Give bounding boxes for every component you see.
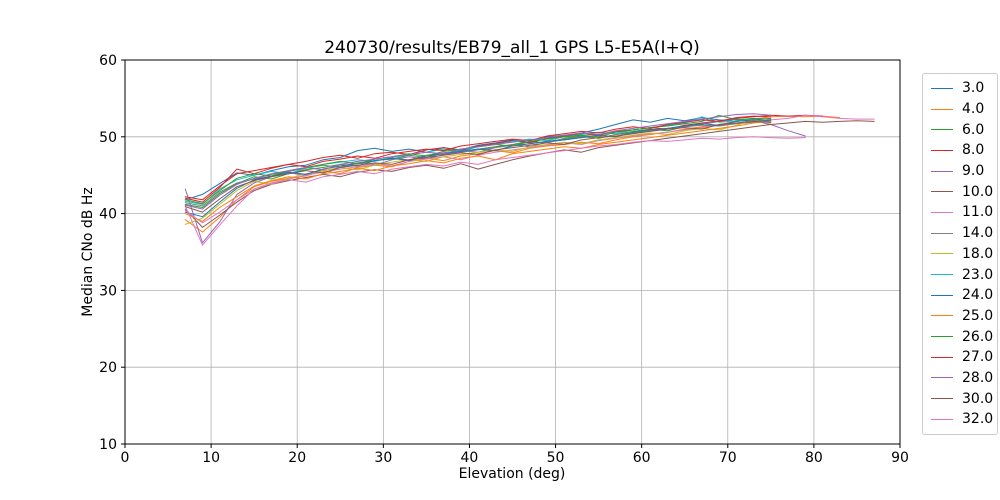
legend-item: 25.0 xyxy=(931,306,993,327)
x-tick-label: 30 xyxy=(374,450,392,466)
series-line-27.0 xyxy=(184,115,772,201)
legend-item-label: 23.0 xyxy=(962,266,994,283)
legend-item: 6.0 xyxy=(931,119,989,140)
x-tick-label: 80 xyxy=(805,450,823,466)
legend-item-label: 24.0 xyxy=(962,287,994,304)
series-line-3.0 xyxy=(184,117,772,201)
y-tick-label: 40 xyxy=(99,207,117,223)
y-tick-label: 60 xyxy=(99,53,117,69)
legend-item-label: 30.0 xyxy=(962,390,994,407)
legend-line-swatch xyxy=(931,211,953,213)
legend-item: 30.0 xyxy=(931,388,993,409)
series-line-24.0 xyxy=(184,119,772,218)
x-tick-label: 40 xyxy=(461,450,479,466)
y-tick-label: 30 xyxy=(99,283,117,299)
x-axis-label: Elevation (deg) xyxy=(458,466,566,482)
legend-line-swatch xyxy=(931,253,953,255)
series-line-18.0 xyxy=(184,119,772,225)
x-tick-label: 0 xyxy=(121,450,130,466)
series-line-26.0 xyxy=(184,114,772,205)
legend-item: 9.0 xyxy=(931,161,989,182)
y-axis-label: Median CNo dB Hz xyxy=(80,187,96,317)
series-line-6.0 xyxy=(184,118,772,208)
x-tick-label: 60 xyxy=(633,450,651,466)
legend-line-swatch xyxy=(931,315,953,317)
legend-line-swatch xyxy=(931,418,953,420)
legend-item-label: 3.0 xyxy=(962,80,985,97)
legend-item: 14.0 xyxy=(931,223,993,244)
x-tick-label: 50 xyxy=(547,450,565,466)
x-tick-label: 20 xyxy=(288,450,306,466)
legend-line-swatch xyxy=(931,398,953,400)
legend-item: 28.0 xyxy=(931,368,993,389)
legend-item-label: 4.0 xyxy=(962,101,985,118)
legend-item-label: 6.0 xyxy=(962,121,985,138)
y-tick-label: 50 xyxy=(99,130,117,146)
legend-line-swatch xyxy=(931,149,953,151)
legend-item-label: 26.0 xyxy=(962,328,994,345)
axes-spines xyxy=(124,59,901,445)
legend-item-label: 14.0 xyxy=(962,225,994,242)
legend-line-swatch xyxy=(931,232,953,234)
legend-line-swatch xyxy=(931,108,953,110)
legend-line-swatch xyxy=(931,356,953,358)
x-tick-label: 70 xyxy=(719,450,737,466)
legend-item-label: 9.0 xyxy=(962,163,985,180)
legend-item: 3.0 xyxy=(931,78,989,99)
series-line-25.0 xyxy=(184,120,772,222)
legend-item-label: 11.0 xyxy=(962,204,994,221)
legend-line-swatch xyxy=(931,191,953,193)
legend-line-swatch xyxy=(931,377,953,379)
legend-item-label: 32.0 xyxy=(962,411,994,428)
series-line-30.0 xyxy=(184,120,772,213)
legend-item: 8.0 xyxy=(931,140,989,161)
legend-line-swatch xyxy=(931,129,953,131)
legend-line-swatch xyxy=(931,274,953,276)
legend-item: 11.0 xyxy=(931,202,993,223)
y-tick-label: 20 xyxy=(99,360,117,376)
legend-item-label: 10.0 xyxy=(962,183,994,200)
x-tick-label: 10 xyxy=(202,450,220,466)
legend-item: 18.0 xyxy=(931,244,993,265)
legend-item: 27.0 xyxy=(931,347,993,368)
legend: 3.0 4.0 6.0 8.0 9.0 10.0 11.0 14.0 18.0 23.0 24.0 2… xyxy=(922,73,998,435)
legend-line-swatch xyxy=(931,294,953,296)
x-tick-label: 90 xyxy=(891,450,909,466)
legend-item-label: 27.0 xyxy=(962,349,994,366)
plot-title: 240730/results/EB79_all_1 GPS L5-E5A(I+Q… xyxy=(324,38,700,58)
series-line-28.0 xyxy=(184,113,772,210)
legend-item: 26.0 xyxy=(931,326,993,347)
y-tick-label: 10 xyxy=(99,437,117,453)
legend-item-label: 18.0 xyxy=(962,245,994,262)
legend-item: 23.0 xyxy=(931,264,993,285)
legend-item: 10.0 xyxy=(931,181,993,202)
series-line-32.0 xyxy=(184,136,806,224)
legend-item-label: 8.0 xyxy=(962,142,985,159)
series-line-14.0 xyxy=(184,120,772,207)
legend-item: 24.0 xyxy=(931,285,993,306)
legend-line-swatch xyxy=(931,87,953,89)
legend-item-label: 28.0 xyxy=(962,369,994,386)
legend-line-swatch xyxy=(931,336,953,338)
legend-item-label: 25.0 xyxy=(962,307,994,324)
legend-line-swatch xyxy=(931,170,953,172)
legend-item: 4.0 xyxy=(931,99,989,120)
legend-item: 32.0 xyxy=(931,409,993,430)
